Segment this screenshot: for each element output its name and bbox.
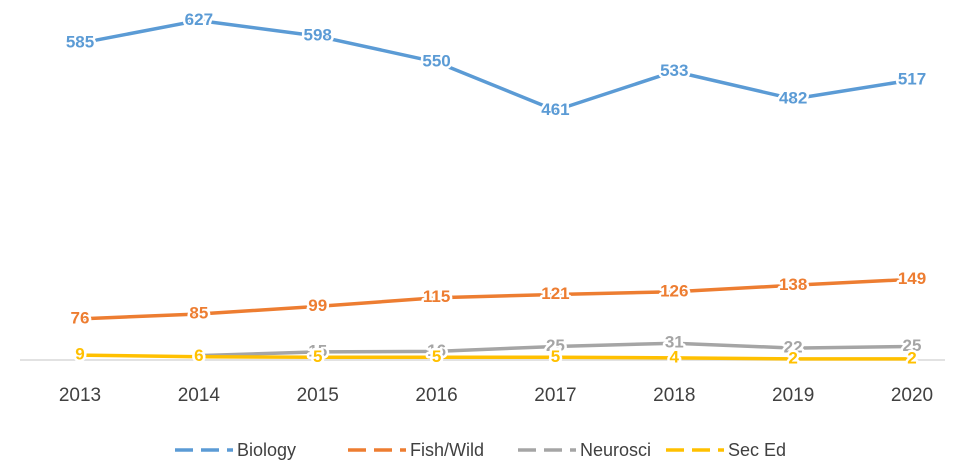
series-line bbox=[79, 277, 913, 321]
data-label: 25 bbox=[546, 336, 565, 355]
x-tick-label: 2016 bbox=[415, 385, 457, 406]
x-tick-label: 2019 bbox=[772, 385, 814, 406]
data-label: 149 bbox=[898, 269, 926, 288]
data-label: 22 bbox=[784, 338, 803, 357]
data-label: 2 bbox=[788, 348, 797, 367]
x-tick-label: 2013 bbox=[59, 385, 101, 406]
x-tick-label: 2018 bbox=[653, 385, 695, 406]
data-label: 627 bbox=[185, 10, 213, 29]
data-label: 16 bbox=[427, 341, 446, 360]
data-label: 99 bbox=[308, 296, 327, 315]
data-label: 5 bbox=[551, 347, 560, 366]
data-label: 15 bbox=[308, 341, 327, 360]
data-label: 126 bbox=[660, 281, 688, 300]
data-label: 550 bbox=[422, 52, 450, 71]
data-label: 5 bbox=[432, 347, 441, 366]
data-label: 138 bbox=[779, 275, 807, 294]
data-label: 4 bbox=[670, 347, 680, 366]
series-line bbox=[79, 353, 912, 361]
data-label: 585 bbox=[66, 33, 94, 52]
data-label: 598 bbox=[304, 26, 332, 45]
legend-label: Biology bbox=[237, 440, 296, 460]
legend-label: Neurosci bbox=[580, 440, 651, 460]
data-label: 482 bbox=[779, 88, 807, 107]
data-label: 115 bbox=[423, 287, 450, 306]
x-tick-label: 2015 bbox=[297, 385, 339, 406]
data-label: 31 bbox=[665, 333, 684, 352]
data-label: 25 bbox=[903, 336, 922, 355]
data-label: 6 bbox=[194, 346, 203, 365]
x-tick-label: 2014 bbox=[178, 385, 221, 406]
data-label: 5 bbox=[313, 347, 322, 366]
data-label: 121 bbox=[541, 284, 569, 303]
x-tick-label: 2020 bbox=[891, 385, 933, 406]
legend-label: Sec Ed bbox=[728, 440, 786, 460]
x-tick-label: 2017 bbox=[534, 385, 576, 406]
data-label: 85 bbox=[189, 303, 208, 322]
data-label: 9 bbox=[75, 345, 84, 364]
series-line bbox=[79, 18, 913, 113]
data-label: 76 bbox=[71, 308, 90, 327]
data-label: 461 bbox=[541, 100, 569, 119]
series-line bbox=[198, 341, 913, 358]
data-label: 533 bbox=[660, 61, 688, 80]
data-label: 2 bbox=[907, 348, 916, 367]
data-label: 8 bbox=[194, 345, 203, 364]
legend-label: Fish/Wild bbox=[410, 440, 484, 460]
data-label: 517 bbox=[898, 70, 926, 89]
